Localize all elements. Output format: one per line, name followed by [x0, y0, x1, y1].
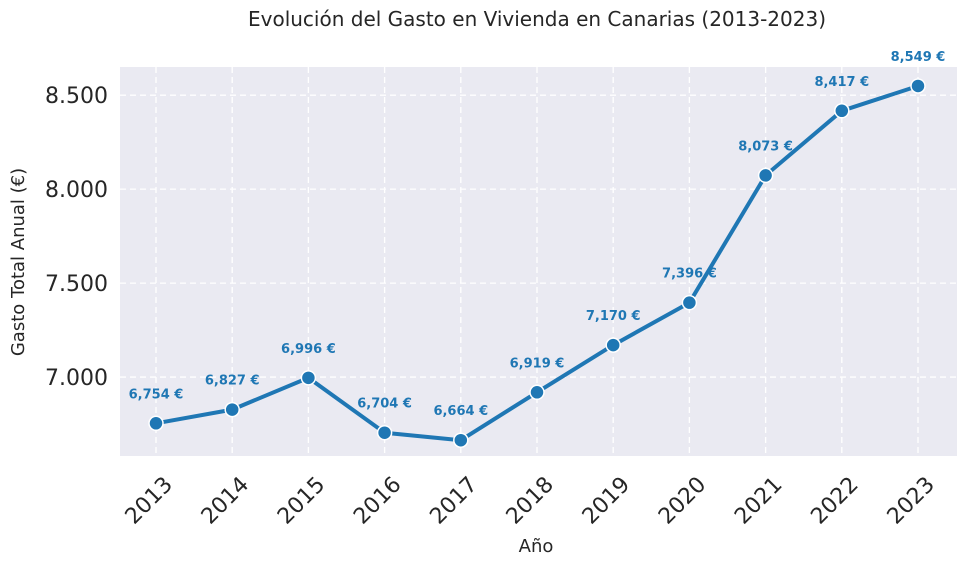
x-tick-label: 2020	[654, 472, 711, 529]
data-labels: 6,754 € 6,827 € 6,996 € 6,704 € 6,664 € 6,919…	[129, 50, 946, 419]
data-point	[834, 103, 850, 119]
x-axis-label: Año	[519, 536, 554, 557]
x-tick-label: 2017	[425, 472, 482, 529]
y-tick-label: 7.500	[45, 272, 108, 297]
data-label: 6,919 €	[510, 356, 565, 371]
x-tick-label: 2013	[121, 472, 178, 529]
data-label: 8,549 €	[891, 50, 946, 65]
x-tick-label: 2014	[197, 472, 254, 529]
x-tick-label: 2023	[883, 472, 940, 529]
data-point	[224, 401, 240, 418]
x-gridlines	[155, 67, 919, 456]
data-label: 7,170 €	[586, 309, 641, 324]
chart-title: Evolución del Gasto en Vivienda en Canar…	[248, 7, 826, 31]
data-point	[757, 167, 774, 184]
data-point	[529, 384, 545, 401]
y-tick-label: 7.000	[45, 366, 108, 391]
x-tick-label: 2018	[502, 472, 559, 529]
y-tick-label: 8.000	[45, 178, 108, 203]
y-tick-label: 8.500	[45, 84, 108, 109]
data-point	[681, 294, 698, 311]
data-point	[453, 432, 469, 448]
y-axis-label: Gasto Total Anual (€)	[8, 168, 29, 356]
x-tick-label: 2021	[730, 472, 787, 529]
data-point	[376, 424, 393, 441]
x-tick-label: 2022	[806, 472, 863, 529]
data-label: 6,754 €	[129, 387, 184, 402]
data-label: 8,417 €	[814, 75, 869, 90]
data-label: 6,704 €	[357, 397, 412, 412]
data-label: 6,996 €	[281, 342, 336, 357]
data-point	[910, 78, 926, 94]
data-label: 8,073 €	[738, 139, 793, 154]
data-label: 6,664 €	[433, 404, 488, 419]
y-tick-labels: 7.000 7.500 8.000 8.500	[45, 84, 108, 391]
data-label: 6,827 €	[205, 374, 260, 389]
data-label: 7,396 €	[662, 267, 717, 282]
data-point	[300, 370, 317, 386]
x-tick-label: 2016	[349, 472, 406, 529]
x-tick-label: 2015	[273, 472, 330, 529]
x-tick-labels: 2013 2014 2015 2016 2017 2018 2019 2020 2021 2022…	[121, 472, 940, 529]
data-points	[148, 78, 926, 448]
data-point	[148, 415, 164, 432]
data-point	[605, 337, 621, 353]
x-tick-label: 2019	[578, 472, 635, 529]
